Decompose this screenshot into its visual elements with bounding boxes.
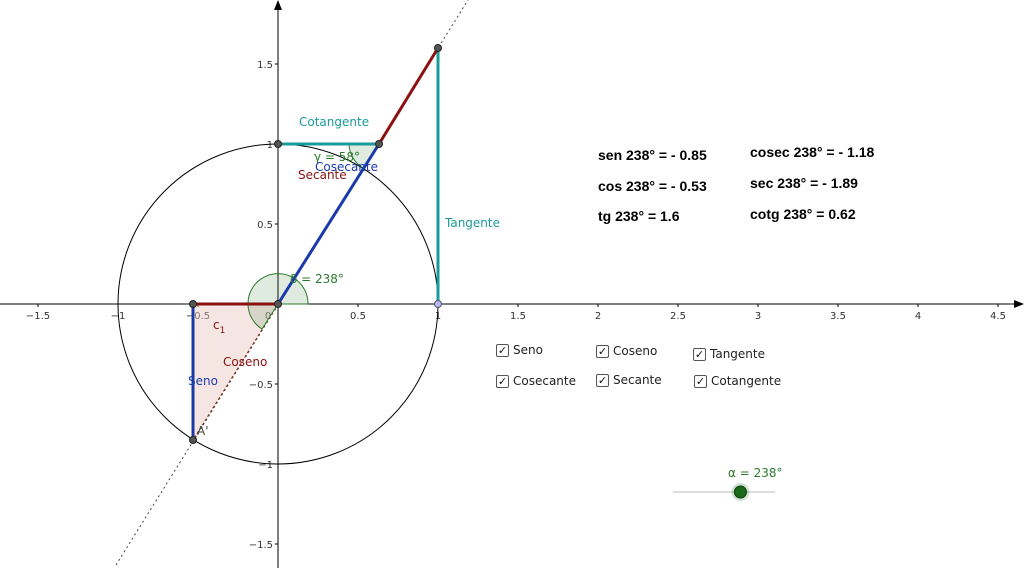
y-tick-label: 1.5 [257, 60, 273, 71]
value-cosec: cosec 238° = - 1.18 [750, 144, 875, 160]
point-cot-start[interactable] [274, 140, 282, 148]
checkbox-cosecante-check-icon[interactable]: ✓ [496, 374, 509, 388]
checkbox-tangente[interactable]: ✓ Tangente [693, 347, 765, 361]
slider-thumb[interactable] [733, 485, 747, 499]
x-tick-label: −1.5 [26, 311, 50, 322]
checkbox-coseno[interactable]: ✓ Coseno [596, 344, 657, 358]
checkbox-cotangente-label: Cotangente [711, 374, 782, 388]
x-tick-label: 0 [265, 311, 271, 322]
checkbox-secante-check-icon[interactable]: ✓ [596, 373, 609, 387]
x-tick-label: 0.5 [350, 311, 366, 322]
checkbox-secante-label: Secante [613, 373, 662, 387]
checkbox-cosecante[interactable]: ✓ Cosecante [496, 374, 576, 388]
x-tick-label: 3 [755, 311, 761, 322]
checkbox-cotangente-check-icon[interactable]: ✓ [694, 374, 707, 388]
checkbox-tangente-check-icon[interactable]: ✓ [693, 347, 706, 361]
y-tick-label: 0.5 [257, 220, 273, 231]
label-cotangente: Cotangente [299, 115, 369, 129]
x-tick-label: 2 [595, 311, 601, 322]
x-tick-label: 2.5 [670, 311, 686, 322]
label-seno: Seno [188, 374, 218, 388]
checkbox-seno-check-icon[interactable]: ✓ [496, 343, 509, 357]
y-axis-arrow-icon [274, 0, 282, 10]
x-axis-arrow-icon [1014, 300, 1024, 308]
checkbox-coseno-label: Coseno [613, 344, 658, 358]
x-tick-label: 4 [915, 311, 921, 322]
point-tan-base[interactable] [434, 300, 442, 308]
value-tg: tg 238° = 1.6 [598, 208, 680, 224]
y-tick-label: 1 [267, 140, 273, 151]
checkbox-cotangente[interactable]: ✓ Cotangente [694, 374, 781, 388]
label-delta: δ = 238° [290, 272, 344, 286]
checkbox-coseno-check-icon[interactable]: ✓ [596, 344, 609, 358]
x-axis-ticks: −1.5 −1 −0.5 0 0.5 1 1.5 2 2.5 3 3.5 4 4.5 [26, 304, 1006, 322]
label-tangente: Tangente [444, 216, 500, 230]
y-tick-label: −1.5 [249, 540, 273, 551]
y-tick-label: −0.5 [249, 380, 273, 391]
value-sen: sen 238° = - 0.85 [598, 147, 707, 163]
checkbox-cosecante-label: Cosecante [513, 374, 576, 388]
value-sec: sec 238° = - 1.89 [750, 175, 858, 191]
y-tick-label: −1 [258, 460, 273, 471]
checkbox-tangente-label: Tangente [710, 347, 765, 361]
x-tick-label: 3.5 [830, 311, 846, 322]
x-tick-label: 1.5 [510, 311, 526, 322]
label-secante: Secante [298, 168, 347, 182]
label-cosecante: Cosecante [315, 160, 378, 174]
label-point-a: A' [197, 424, 209, 438]
secant-segment [377, 47, 440, 145]
checkbox-seno-label: Seno [513, 343, 543, 357]
x-tick-label: −0.5 [186, 311, 210, 322]
value-cos: cos 238° = - 0.53 [598, 178, 707, 194]
point-cos-end[interactable] [189, 300, 197, 308]
value-cotg: cotg 238° = 0.62 [750, 206, 856, 222]
point-a-prime[interactable] [189, 436, 197, 444]
cosecant-segment [276, 143, 381, 305]
checkbox-seno[interactable]: ✓ Seno [496, 343, 543, 357]
label-coseno: Coseno [223, 355, 267, 369]
x-tick-label: 4.5 [990, 311, 1006, 322]
radius-extension-line [115, 0, 469, 566]
point-cot-end[interactable] [375, 140, 383, 148]
point-tan-top[interactable] [434, 44, 442, 52]
slider-label: α = 238° [728, 466, 783, 480]
label-c1: c1 [213, 318, 225, 336]
label-gamma: γ = 58° [314, 150, 360, 164]
point-origin[interactable] [274, 300, 282, 308]
checkbox-secante[interactable]: ✓ Secante [596, 373, 662, 387]
